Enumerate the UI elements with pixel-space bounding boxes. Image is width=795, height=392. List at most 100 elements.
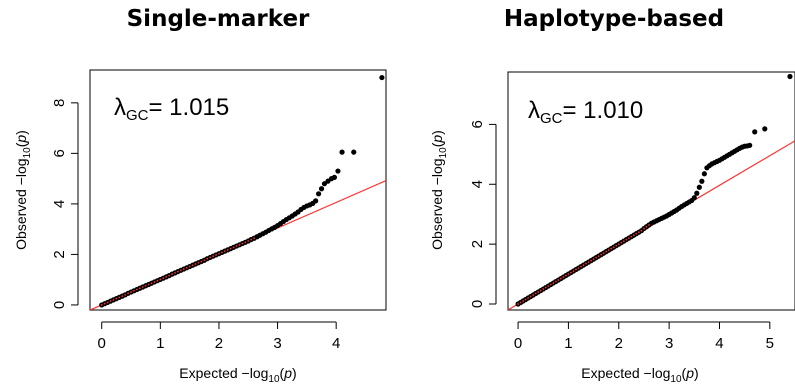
data-point	[331, 174, 338, 180]
data-point	[701, 171, 707, 177]
data-point-overlay	[625, 238, 628, 241]
data-point-overlay	[547, 285, 550, 287]
x-tick-label: 2	[215, 335, 223, 352]
data-point-overlay	[602, 252, 605, 255]
plot-frame	[89, 69, 387, 311]
data-point-overlay	[247, 240, 250, 242]
data-point-overlay	[592, 258, 595, 261]
data-point-overlay	[112, 298, 115, 301]
data-point-overlay	[159, 278, 162, 281]
x-tick-label: 1	[156, 335, 164, 352]
data-point	[691, 195, 697, 201]
data-point-overlay	[185, 266, 188, 269]
data-point-overlay	[595, 256, 598, 259]
data-point	[313, 198, 319, 204]
lambda-gc-annotation: λGC= 1.015	[114, 94, 229, 124]
data-point-overlay	[218, 252, 220, 255]
data-point-overlay	[580, 265, 582, 268]
x-tick-label: 0	[514, 335, 522, 352]
data-point-overlay	[215, 254, 217, 256]
data-point-overlay	[103, 302, 106, 305]
data-point-overlay	[229, 247, 232, 250]
data-point-overlay	[575, 268, 577, 271]
x-axis-label: Expected −log10(p)	[581, 365, 698, 385]
y-tick-label: 2	[51, 250, 68, 258]
data-point-overlay	[127, 292, 129, 295]
data-point-overlay	[572, 270, 575, 272]
data-point-overlay	[109, 300, 112, 303]
data-point-overlay	[524, 298, 527, 301]
data-point	[335, 168, 341, 174]
x-tick-label: 0	[98, 335, 106, 352]
data-point-overlay	[118, 296, 121, 299]
data-point-overlay	[643, 227, 645, 230]
qq-plot-0: 0 1 2 3 4 0 2 4 6 8 Expected −log10(p) Observed −lo…	[13, 69, 387, 385]
y-tick-label: 4	[469, 180, 486, 188]
data-point-overlay	[232, 246, 235, 249]
data-point-overlay	[100, 304, 103, 306]
data-point-overlay	[156, 279, 159, 282]
data-point-overlay	[238, 243, 241, 246]
data-point-overlay	[612, 246, 615, 249]
data-point	[762, 126, 768, 132]
y-tick-label: 8	[51, 99, 68, 107]
data-point-overlay	[539, 289, 542, 292]
x-tick-label: 4	[715, 335, 723, 352]
data-point-overlay	[244, 241, 247, 244]
data-point-overlay	[209, 256, 212, 259]
data-point-overlay	[253, 237, 256, 240]
data-point-overlay	[212, 255, 214, 258]
data-point-overlay	[174, 271, 176, 274]
data-point-overlay	[537, 291, 540, 293]
data-point	[787, 73, 793, 80]
data-point-overlay	[188, 265, 191, 268]
x-tick-label: 4	[332, 335, 340, 352]
data-point	[339, 149, 345, 155]
data-point-overlay	[124, 293, 127, 296]
x-tick-label: 3	[665, 335, 673, 352]
data-point-overlay	[135, 288, 138, 291]
data-point	[696, 184, 702, 190]
data-point-overlay	[130, 291, 132, 293]
data-point-overlay	[640, 229, 643, 232]
data-point-overlay	[529, 295, 532, 298]
data-point-overlay	[648, 224, 650, 226]
data-point-overlay	[617, 243, 620, 246]
data-point-overlay	[552, 282, 555, 284]
y-tick-label: 6	[51, 149, 68, 157]
data-point-overlay	[532, 294, 535, 296]
data-point-overlay	[542, 288, 545, 290]
y-tick-label: 0	[469, 300, 486, 308]
data-point-overlay	[133, 289, 135, 292]
data-point-overlay	[570, 271, 572, 274]
data-point-overlay	[577, 267, 580, 269]
data-point-overlay	[191, 264, 194, 267]
y-tick-label: 2	[469, 240, 486, 248]
data-point-overlay	[522, 300, 525, 302]
y-axis-label: Observed −log10(p)	[429, 130, 449, 250]
x-tick-label: 2	[615, 335, 623, 352]
data-point-overlay	[182, 268, 185, 270]
data-point	[747, 142, 753, 148]
data-point-overlay	[565, 274, 567, 277]
data-point-overlay	[627, 237, 630, 240]
data-point-overlay	[241, 242, 244, 245]
data-point-overlay	[630, 235, 633, 238]
data-point-overlay	[597, 255, 600, 258]
panel-title-haplotype-based: Haplotype-based	[503, 6, 725, 32]
data-point-overlay	[250, 238, 253, 241]
data-point-overlay	[106, 301, 109, 304]
data-point	[351, 149, 357, 155]
data-point-overlay	[177, 270, 179, 273]
data-point-overlay	[587, 261, 590, 264]
data-point-overlay	[165, 276, 168, 278]
data-point-overlay	[138, 287, 141, 290]
plot-frame	[507, 71, 795, 311]
lambda-gc-annotation: λGC= 1.010	[528, 97, 643, 127]
data-point-overlay	[622, 240, 625, 243]
data-point	[318, 186, 325, 192]
data-point-overlay	[610, 247, 613, 250]
data-point-overlay	[567, 273, 570, 275]
panel-title-single-marker: Single-marker	[126, 6, 310, 32]
